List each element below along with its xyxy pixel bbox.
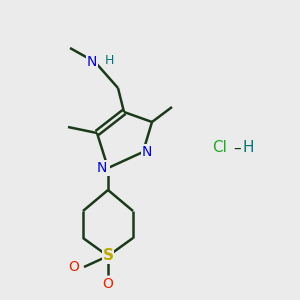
Text: –: – [233, 140, 241, 155]
Text: H: H [105, 53, 114, 67]
Text: O: O [69, 260, 80, 274]
Text: N: N [142, 145, 152, 159]
Text: N: N [142, 145, 152, 159]
Text: Cl: Cl [213, 140, 227, 155]
Text: N: N [87, 55, 97, 69]
Text: H: H [242, 140, 254, 155]
Text: S: S [103, 248, 113, 263]
Text: N: N [99, 161, 109, 175]
Text: N: N [97, 161, 107, 175]
Text: O: O [103, 277, 113, 291]
